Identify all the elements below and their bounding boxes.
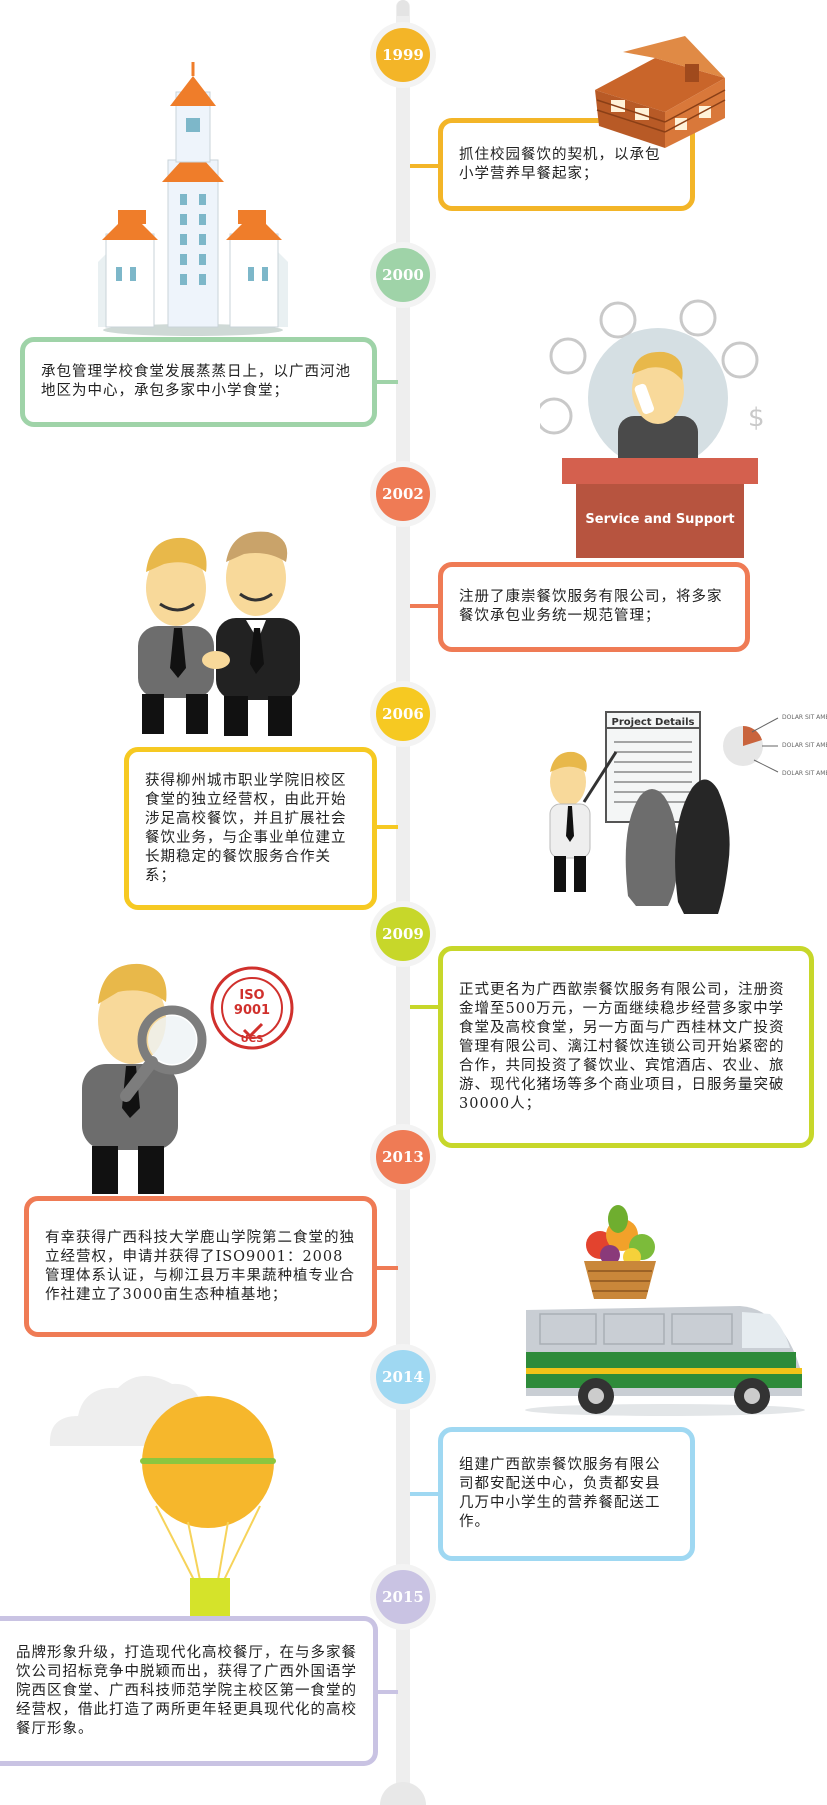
receptionist-icon: $ [540,298,780,560]
timeline-text-2009: 正式更名为广西歆崇餐饮服务有限公司，注册资金增至500万元，一方面继续稳步经营多… [459,981,785,1112]
service-sign-text: Service and Support [585,512,735,527]
iso-line2: 9001 [233,1003,271,1018]
timeline-card-2015: 品牌形象升级，打造现代化高校餐厅，在与多家餐饮公司招标竞争中脱颖而出，获得了广西… [0,1616,378,1766]
connector-2009 [410,1005,440,1009]
connector-2006 [374,825,398,829]
connector-2015 [374,1690,398,1694]
connector-1999 [410,164,440,168]
timeline-text-2006: 获得柳州城市职业学院旧校区食堂的独立经营权，由此开始涉足高校餐饮，并且扩展社会餐… [145,772,347,884]
timeline-axis-bottom [380,1782,426,1805]
van-icon [520,1296,810,1420]
handshake-icon [128,528,338,738]
timeline-text-2013: 有幸获得广西科技大学鹿山学院第二食堂的独立经营权，申请并获得了ISO9001：2… [45,1229,355,1303]
year-badge-2015: 2015 [376,1570,430,1624]
timeline-card-2013: 有幸获得广西科技大学鹿山学院第二食堂的独立经营权，申请并获得了ISO9001：2… [24,1196,377,1337]
iso-line1: ISO [239,988,265,1003]
chart-label-1: DOLAR SIT AMET [782,714,827,721]
timeline-text-2000: 承包管理学校食堂发展蒸蒸日上，以广西河池地区为中心，承包多家中小学食堂； [41,364,351,399]
timeline-text-1999: 抓住校园餐饮的契机，以承包小学营养早餐起家； [459,146,661,182]
chart-label-3: DOLAR SIT AMET [782,770,827,777]
timeline-card-2014: 组建广西歆崇餐饮服务有限公司都安配送中心，负责都安县几万中小学生的营养餐配送工作… [438,1427,695,1561]
year-badge-2009: 2009 [376,907,430,961]
year-badge-2013: 2013 [376,1130,430,1184]
iso-badge-icon [208,964,296,1052]
svg-text:$: $ [748,403,765,433]
magnifier-man-icon [72,958,222,1196]
connector-2014 [410,1492,440,1496]
house-icon [575,30,740,148]
year-badge-2014: 2014 [376,1350,430,1404]
fruit-basket-icon [570,1205,670,1305]
timeline-card-2006: 获得柳州城市职业学院旧校区食堂的独立经营权，由此开始涉足高校餐饮，并且扩展社会餐… [124,747,377,910]
iso-ucs-text: UCS [240,1034,264,1045]
project-board-title: Project Details [611,717,695,728]
timeline-text-2002: 注册了康崇餐饮服务有限公司，将多家餐饮承包业务统一规范管理； [459,589,723,624]
castle-icon [98,62,288,337]
timeline-text-2015: 品牌形象升级，打造现代化高校餐厅，在与多家餐饮公司招标竞争中脱颖而出，获得了广西… [16,1644,357,1737]
year-badge-2000: 2000 [376,248,430,302]
timeline-card-2002: 注册了康崇餐饮服务有限公司，将多家餐饮承包业务统一规范管理； [438,562,750,652]
connector-2013 [374,1266,398,1270]
connector-2002 [410,604,440,608]
iso-badge-text: ISO 9001 [226,988,278,1018]
presentation-icon [528,706,827,926]
chart-label-2: DOLAR SIT AMET [782,742,827,749]
connector-2000 [374,380,398,384]
timeline-card-2000: 承包管理学校食堂发展蒸蒸日上，以广西河池地区为中心，承包多家中小学食堂； [20,337,377,427]
year-badge-2006: 2006 [376,687,430,741]
timeline-axis-top [397,0,409,16]
timeline-card-2009: 正式更名为广西歆崇餐饮服务有限公司，注册资金增至500万元，一方面继续稳步经营多… [438,946,814,1148]
hot-air-balloon-icon [48,1356,288,1618]
year-badge-2002: 2002 [376,467,430,521]
year-badge-1999: 1999 [376,28,430,82]
timeline-text-2014: 组建广西歆崇餐饮服务有限公司都安配送中心，负责都安县几万中小学生的营养餐配送工作… [459,1457,661,1530]
